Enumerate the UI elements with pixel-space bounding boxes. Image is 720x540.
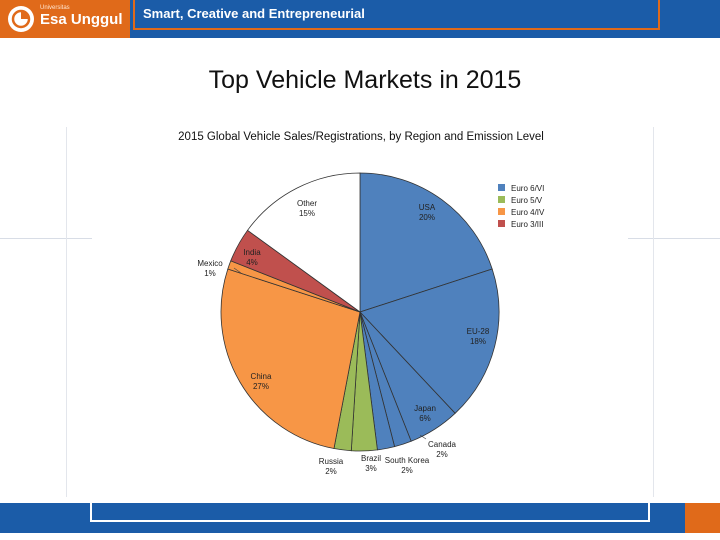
legend-swatch	[498, 220, 505, 227]
slice-label-brazil: Brazil 3%	[361, 454, 381, 473]
footer-bar	[0, 503, 720, 533]
slice-name: EU-28	[467, 327, 490, 336]
logo-subtitle: Universitas	[40, 5, 70, 11]
slice-label-russia: Russia 2%	[319, 457, 344, 476]
slice-label-eu-28: EU-28 18%	[467, 327, 490, 346]
slice-name: South Korea	[385, 456, 430, 465]
header-outline	[133, 0, 660, 30]
slice-name: China	[251, 372, 272, 381]
footer-outline	[90, 500, 650, 522]
slice-name: Other	[297, 199, 317, 208]
logo: Universitas Esa Unggul	[0, 0, 130, 38]
slice-value: 27%	[253, 382, 269, 391]
slice-value: 2%	[325, 467, 337, 476]
tagline: Smart, Creative and Entrepreneurial	[143, 6, 365, 21]
legend-swatch	[498, 208, 505, 215]
decorative-line	[628, 238, 720, 239]
logo-icon	[8, 6, 34, 32]
slice-name: Russia	[319, 457, 344, 466]
slice-value: 3%	[365, 464, 377, 473]
legend-label: Euro 5/V	[511, 196, 543, 205]
slice-name: Japan	[414, 404, 436, 413]
legend-label: Euro 6/VI	[511, 184, 544, 193]
slice-label-usa: USA 20%	[419, 203, 436, 222]
slice-value: 15%	[299, 209, 315, 218]
slice-label-mexico: Mexico 1%	[197, 259, 223, 278]
decorative-frame	[66, 127, 654, 497]
slice-value: 6%	[419, 414, 431, 423]
slice-name: Canada	[428, 440, 457, 449]
pie-slice-eu-28	[359, 268, 500, 414]
slice-value: 18%	[470, 337, 486, 346]
slice-value: 20%	[419, 213, 435, 222]
slice-label-canada: Canada 2%	[428, 440, 457, 459]
footer-accent	[685, 503, 720, 533]
slice-label-other: Other 15%	[297, 199, 317, 218]
leader-line	[233, 267, 242, 274]
legend-label: Euro 4/IV	[511, 208, 545, 217]
slice-value: 2%	[401, 466, 413, 475]
legend-label: Euro 3/III	[511, 220, 543, 229]
slice-label-japan: Japan 6%	[414, 404, 436, 423]
legend-swatch	[498, 196, 505, 203]
logo-text: Esa Unggul	[40, 11, 123, 28]
slice-label-india: India 4%	[243, 248, 261, 267]
slice-name: Mexico	[197, 259, 223, 268]
leader-line	[419, 434, 427, 440]
slice-value: 4%	[246, 258, 258, 267]
slide-title: Top Vehicle Markets in 2015	[208, 66, 522, 94]
chart-title: 2015 Global Vehicle Sales/Registrations,…	[178, 131, 544, 143]
slice-name: Brazil	[361, 454, 381, 463]
pie-chart: 2015 Global Vehicle Sales/Registrations,…	[178, 131, 545, 476]
decorative-line	[0, 238, 92, 239]
slice-label-south-korea: South Korea 2%	[385, 456, 430, 475]
pie-slice-usa	[359, 172, 493, 313]
slice-label-china: China 27%	[251, 372, 272, 391]
chart-panel: 2015 Global Vehicle Sales/Registrations,…	[94, 122, 628, 482]
slice-name: USA	[419, 203, 436, 212]
pie-slice-china	[220, 268, 361, 450]
legend-swatch	[498, 184, 505, 191]
slice-name: India	[243, 248, 261, 257]
slice-value: 2%	[436, 450, 448, 459]
pie-slice-other	[246, 172, 361, 313]
slice-value: 1%	[204, 269, 216, 278]
